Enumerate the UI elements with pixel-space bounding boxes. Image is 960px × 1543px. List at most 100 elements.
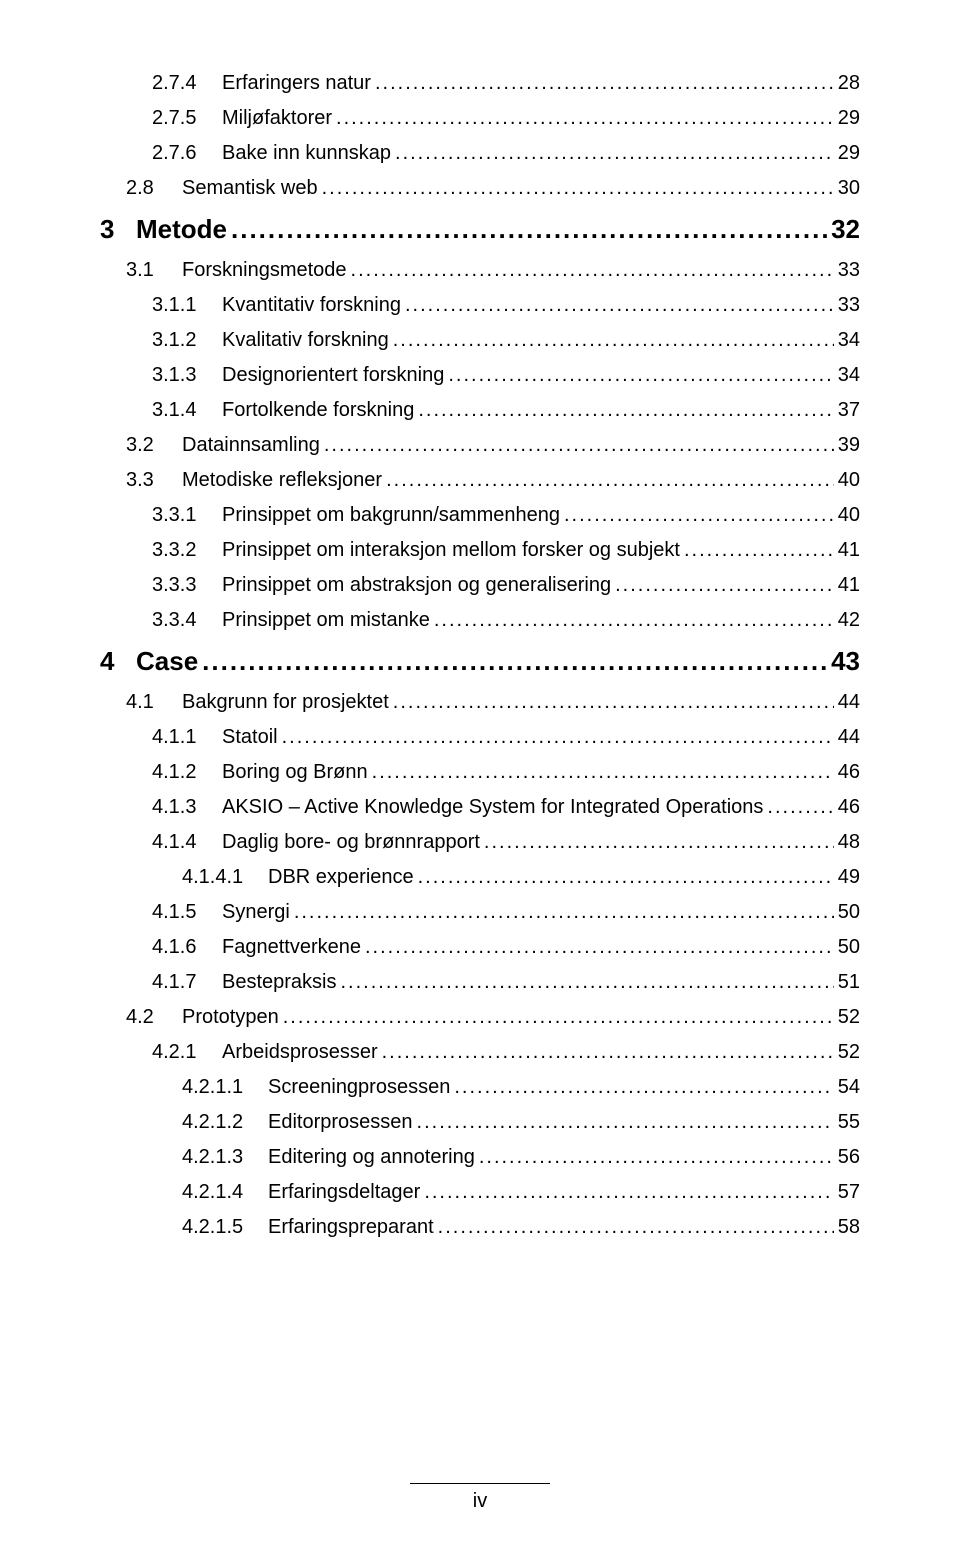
toc-entry-number: 4.2.1.1 [182,1076,268,1099]
toc-entry-number: 2.7.4 [152,72,222,95]
toc-leader-dots [332,107,834,130]
toc-leader-dots [430,609,834,632]
toc-entry-title: Prinsippet om abstraksjon og generaliser… [222,574,611,597]
toc-entry: 4Case43 [100,646,860,677]
toc-entry-page: 30 [834,177,860,200]
toc-leader-dots [320,434,834,457]
toc-entry-page: 41 [834,539,860,562]
toc-entry: 4.1.5Synergi50 [100,901,860,924]
toc-entry-title: Semantisk web [182,177,318,200]
toc-leader-dots [401,294,834,317]
toc-leader-dots [413,1111,834,1134]
toc-entry-number: 4.1.1 [152,726,222,749]
toc-entry-title: Forskningsmetode [182,259,347,282]
toc-entry-page: 39 [834,434,860,457]
toc-entry-page: 57 [834,1181,860,1204]
toc-entry-title: Erfaringsdeltager [268,1181,420,1204]
toc-entry-page: 46 [834,796,860,819]
toc-entry-page: 44 [834,691,860,714]
toc-entry: 3.1Forskningsmetode33 [100,259,860,282]
toc-entry-number: 4.1 [126,691,182,714]
page-footer: iv [0,1483,960,1513]
toc-entry-number: 2.7.6 [152,142,222,165]
toc-entry: 2.8Semantisk web30 [100,177,860,200]
toc-leader-dots [198,646,827,677]
toc-entry-number: 4.1.4 [152,831,222,854]
toc-leader-dots [361,936,834,959]
toc-entry: 2.7.5Miljøfaktorer29 [100,107,860,130]
toc-entry-title: Daglig bore- og brønnrapport [222,831,480,854]
toc-entry-title: Screeningprosessen [268,1076,450,1099]
toc-leader-dots [450,1076,833,1099]
toc-entry-number: 2.7.5 [152,107,222,130]
toc-entry-page: 54 [834,1076,860,1099]
toc-entry-page: 50 [834,901,860,924]
toc-entry-title: Bakgrunn for prosjektet [182,691,389,714]
toc-entry-page: 42 [834,609,860,632]
toc-entry-number: 4.2.1.4 [182,1181,268,1204]
toc-entry-title: Prinsippet om mistanke [222,609,430,632]
toc-entry-page: 29 [834,107,860,130]
toc-entry: 3.1.3Designorientert forskning34 [100,364,860,387]
toc-entry-title: Kvantitativ forskning [222,294,401,317]
toc-entry-page: 48 [834,831,860,854]
toc-entry: 3.1.4Fortolkende forskning37 [100,399,860,422]
toc-entry: 4.2.1.1Screeningprosessen 54 [100,1076,860,1099]
toc-entry-number: 3 [100,214,136,245]
toc-entry-title: Synergi [222,901,290,924]
toc-entry-number: 4.1.7 [152,971,222,994]
toc-entry: 3.3Metodiske refleksjoner40 [100,469,860,492]
toc-leader-dots [389,691,834,714]
toc-leader-dots [414,866,834,889]
toc-entry-title: Metodiske refleksjoner [182,469,382,492]
toc-entry-number: 4.2.1 [152,1041,222,1064]
toc-leader-dots [279,1006,834,1029]
toc-entry-title: Fortolkende forskning [222,399,414,422]
table-of-contents: 2.7.4Erfaringers natur28 2.7.5Miljøfaktor… [100,72,860,1239]
toc-entry: 4.2.1.3Editering og annotering56 [100,1146,860,1169]
toc-entry-number: 3.1.3 [152,364,222,387]
toc-leader-dots [378,1041,834,1064]
toc-entry: 4.1Bakgrunn for prosjektet 44 [100,691,860,714]
toc-entry: 4.2.1.2Editorprosessen55 [100,1111,860,1134]
toc-entry-number: 4.2.1.5 [182,1216,268,1239]
footer-rule [410,1483,550,1484]
toc-entry-page: 52 [834,1041,860,1064]
toc-entry-title: Fagnettverkene [222,936,361,959]
toc-entry-number: 3.1.1 [152,294,222,317]
toc-leader-dots [480,831,834,854]
toc-entry-page: 43 [827,646,860,677]
toc-entry-number: 4.2.1.2 [182,1111,268,1134]
toc-entry: 4.2.1Arbeidsprosesser 52 [100,1041,860,1064]
toc-entry-number: 4.1.4.1 [182,866,268,889]
toc-entry-title: Designorientert forskning [222,364,444,387]
toc-leader-dots [560,504,834,527]
toc-entry: 4.1.7Bestepraksis51 [100,971,860,994]
toc-leader-dots [434,1216,834,1239]
toc-entry: 3.2Datainnsamling39 [100,434,860,457]
toc-leader-dots [763,796,833,819]
toc-leader-dots [414,399,833,422]
toc-leader-dots [278,726,834,749]
toc-entry-page: 34 [834,329,860,352]
toc-entry-number: 3.3.4 [152,609,222,632]
toc-entry-page: 55 [834,1111,860,1134]
toc-entry-page: 44 [834,726,860,749]
toc-leader-dots [420,1181,833,1204]
toc-entry-page: 29 [834,142,860,165]
toc-entry: 2.7.4Erfaringers natur28 [100,72,860,95]
toc-leader-dots [318,177,834,200]
toc-entry-number: 3.1.4 [152,399,222,422]
toc-leader-dots [382,469,834,492]
toc-entry-page: 40 [834,504,860,527]
toc-entry: 4.1.2Boring og Brønn46 [100,761,860,784]
toc-entry-title: Kvalitativ forskning [222,329,389,352]
toc-entry-page: 46 [834,761,860,784]
toc-leader-dots [337,971,834,994]
toc-entry: 3.3.3Prinsippet om abstraksjon og genera… [100,574,860,597]
toc-entry-number: 4.2 [126,1006,182,1029]
toc-entry-title: Arbeidsprosesser [222,1041,378,1064]
page-number: iv [473,1490,487,1512]
toc-entry-title: AKSIO – Active Knowledge System for Inte… [222,796,763,819]
toc-entry: 3Metode32 [100,214,860,245]
